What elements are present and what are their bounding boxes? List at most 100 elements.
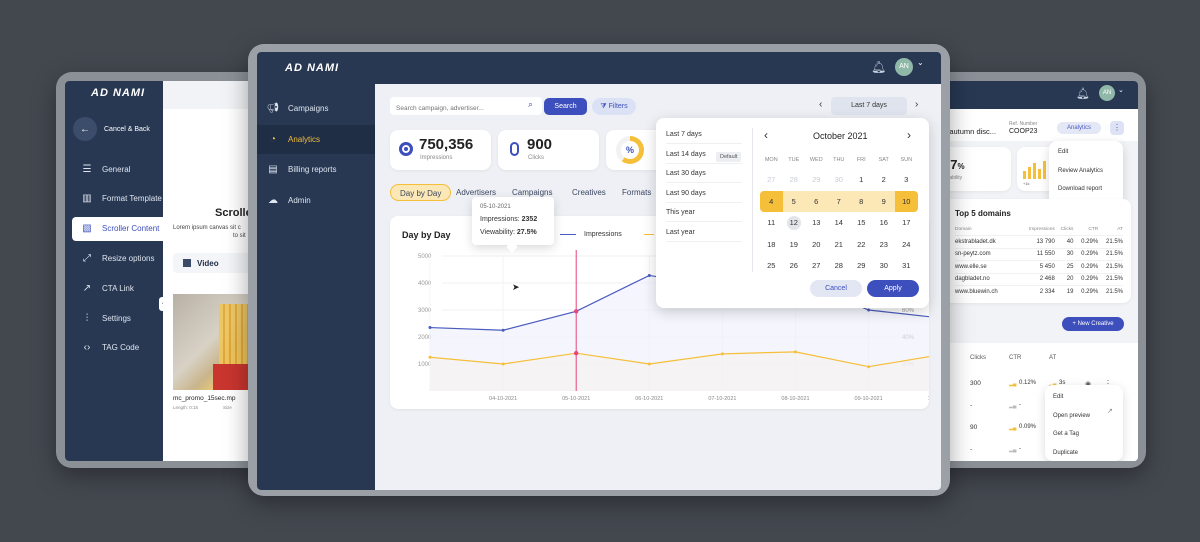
calendar-day[interactable]: 6 <box>805 190 828 212</box>
calendar-day[interactable]: 10 <box>895 190 918 212</box>
nav-item-analytics[interactable]: ◔ Analytics <box>257 124 375 154</box>
apply-button[interactable]: Apply <box>867 280 919 297</box>
cal-next-button[interactable]: › <box>907 128 911 142</box>
impressions-point[interactable] <box>428 326 432 330</box>
calendar-day[interactable]: 26 <box>783 255 806 277</box>
calendar-day[interactable]: 3 <box>895 169 918 191</box>
calendar-day[interactable]: 25 <box>760 255 783 277</box>
filters-button[interactable]: ⧩ Filters <box>592 98 636 115</box>
calendar-day[interactable]: 19 <box>783 234 806 256</box>
calendar-day[interactable]: 23 <box>873 234 896 256</box>
calendar-day[interactable]: 27 <box>805 255 828 277</box>
menu-item-cta-link[interactable]: ↗ CTA Link <box>65 276 163 300</box>
dropdown-item-download-report[interactable]: Download report <box>1058 186 1103 192</box>
viewability-point[interactable] <box>647 362 651 366</box>
new-creative-button[interactable]: + New Creative <box>1062 317 1124 331</box>
viewability-point[interactable] <box>720 352 724 356</box>
dropdown-item-open-preview[interactable]: Open preview <box>1053 412 1091 419</box>
cancel-back-button[interactable]: ← Cancel & Back <box>73 117 150 141</box>
impressions-point[interactable] <box>867 308 871 312</box>
calendar-day[interactable]: 9 <box>872 190 895 212</box>
nav-item-billing-reports[interactable]: ▤ Billing reports <box>257 155 375 184</box>
calendar-day[interactable]: 24 <box>895 234 918 256</box>
viewability-point[interactable] <box>428 355 432 359</box>
nav-item-admin[interactable]: ☁ Admin <box>257 186 375 215</box>
tab-day-by-day[interactable]: Day by Day <box>390 184 452 201</box>
cancel-button[interactable]: Cancel <box>810 280 862 297</box>
menu-item-format-template[interactable]: ▥ Format Template <box>65 187 163 211</box>
next-period-button[interactable]: › <box>915 99 919 110</box>
nav-item-campaigns[interactable]: 📢︎ Campaigns <box>257 94 375 123</box>
calendar-day[interactable]: 8 <box>850 190 873 212</box>
calendar-day[interactable]: 15 <box>850 212 873 234</box>
calendar-day[interactable]: 30 <box>828 169 851 191</box>
table-row[interactable]: sn-peytz.com 11 550 30 0.29% 21.5% <box>955 247 1123 261</box>
search-box[interactable]: ⌕ <box>390 97 542 118</box>
dropdown-item-review-analytics[interactable]: Review Analytics <box>1058 167 1104 174</box>
chevron-down-icon[interactable]: ⌄ <box>917 58 924 67</box>
preset-last-year[interactable]: Last year <box>666 229 742 242</box>
menu-item-general[interactable]: ☰ General <box>65 157 163 181</box>
menu-item-scroller-content[interactable]: ▧ Scroller Content <box>72 216 163 241</box>
preset-last-7-days[interactable]: Last 7 days <box>666 131 742 144</box>
calendar-day[interactable]: 30 <box>873 255 896 277</box>
cal-prev-button[interactable]: ‹ <box>764 128 768 142</box>
avatar[interactable]: AN <box>1099 85 1115 101</box>
search-input[interactable] <box>390 99 518 118</box>
analytics-button[interactable]: Analytics <box>1057 122 1101 134</box>
tab-formats[interactable]: Formats <box>622 188 652 197</box>
calendar-day[interactable]: 29 <box>805 169 828 191</box>
search-button[interactable]: Search <box>544 98 587 115</box>
bell-icon[interactable]: 🔔︎ <box>1076 88 1090 100</box>
calendar-day[interactable]: 18 <box>760 234 783 256</box>
preset-this-year[interactable]: This year <box>666 209 742 222</box>
avatar[interactable]: AN <box>895 58 913 76</box>
calendar-day[interactable]: 1 <box>850 169 873 191</box>
preset-last-90-days[interactable]: Last 90 days <box>666 190 742 203</box>
eye-icon[interactable]: ◉ <box>1085 380 1091 388</box>
calendar-day[interactable]: 31 <box>895 255 918 277</box>
calendar-day[interactable]: 29 <box>850 255 873 277</box>
calendar-day[interactable]: 20 <box>805 234 828 256</box>
impressions-point[interactable] <box>647 273 651 277</box>
more-menu-button[interactable]: ⋮ <box>1110 121 1124 135</box>
calendar-day[interactable]: 28 <box>783 169 806 191</box>
table-row[interactable]: www.bluewin.ch 2 334 19 0.29% 21.5% <box>955 285 1123 298</box>
calendar-day[interactable]: 16 <box>873 212 896 234</box>
table-row[interactable]: dagbladet.no 2 468 20 0.29% 21.5% <box>955 272 1123 286</box>
chevron-down-icon[interactable]: ⌄ <box>1118 87 1124 94</box>
calendar-day[interactable]: 2 <box>873 169 896 191</box>
calendar-day[interactable]: 11 <box>760 212 783 234</box>
tab-advertisers[interactable]: Advertisers <box>456 188 497 197</box>
calendar-day[interactable]: 27 <box>760 169 783 191</box>
period-selector[interactable]: Last 7 days <box>831 97 907 115</box>
calendar-day[interactable]: 17 <box>895 212 918 234</box>
table-row[interactable]: ekstrabladet.dk 13 790 40 0.29% 21.5% <box>955 235 1123 248</box>
calendar-day[interactable]: 12 <box>783 212 806 234</box>
menu-item-tag-code[interactable]: ‹› TAG Code <box>65 336 163 360</box>
impressions-point[interactable] <box>501 328 505 332</box>
menu-item-settings[interactable]: ⫶ Settings <box>65 306 163 330</box>
dropdown-item-duplicate[interactable]: Duplicate <box>1053 449 1079 456</box>
calendar-day[interactable]: 4 <box>760 190 783 212</box>
bell-icon[interactable]: 🔔︎ <box>871 60 887 74</box>
calendar-day[interactable]: 14 <box>828 212 851 234</box>
calendar-day[interactable]: 5 <box>782 190 805 212</box>
row-more-icon[interactable]: ⋮ <box>1104 379 1112 388</box>
tab-creatives[interactable]: Creatives <box>572 188 606 197</box>
menu-item-resize-options[interactable]: ⤢ Resize options <box>65 246 163 270</box>
calendar-day[interactable]: 21 <box>828 234 851 256</box>
viewability-point[interactable] <box>867 365 871 369</box>
viewability-point[interactable] <box>501 362 505 366</box>
table-row[interactable]: www.elle.se 5 450 25 0.29% 21.5% <box>955 260 1123 273</box>
calendar-day[interactable]: 7 <box>827 190 850 212</box>
viewability-point[interactable] <box>794 350 797 354</box>
calendar-day[interactable]: 22 <box>850 234 873 256</box>
preset-last-14-days[interactable]: Last 14 days <box>666 151 742 164</box>
calendar-day[interactable]: 13 <box>805 212 828 234</box>
dropdown-item-get-a-tag[interactable]: Get a Tag <box>1053 431 1079 437</box>
prev-period-button[interactable]: ‹ <box>819 99 823 110</box>
dropdown-item-edit[interactable]: Edit <box>1058 149 1069 155</box>
dropdown-item-edit[interactable]: Edit <box>1053 394 1064 400</box>
preset-last-30-days[interactable]: Last 30 days <box>666 170 742 183</box>
